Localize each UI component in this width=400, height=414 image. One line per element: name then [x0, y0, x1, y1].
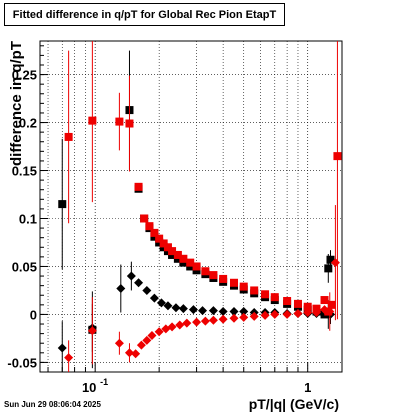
chart-title: Fitted difference in q/pT for Global Rec…: [4, 3, 285, 26]
data-point-square: [320, 296, 329, 305]
data-point-diamond: [239, 307, 249, 317]
data-point-diamond: [208, 306, 218, 316]
data-point-square: [239, 282, 248, 291]
data-point-square: [303, 302, 312, 311]
data-point-diamond: [175, 320, 185, 330]
data-point-diamond: [171, 303, 181, 313]
y-axis-label: difference in q/pT: [8, 41, 25, 166]
data-point-square: [261, 290, 270, 299]
data-point-diamond: [167, 322, 177, 332]
data-point-square: [125, 119, 134, 128]
data-point-square: [159, 239, 168, 248]
y-tick-label: 0.25: [12, 68, 37, 83]
data-point-square: [209, 271, 218, 280]
data-point-square: [88, 116, 97, 125]
data-point-square: [219, 274, 228, 283]
y-tick-label: 0.05: [12, 259, 37, 274]
x-tick-label: 1: [304, 380, 311, 395]
data-point-diamond: [178, 304, 188, 314]
data-point-square: [324, 264, 333, 273]
data-point-square: [270, 293, 279, 302]
data-point-diamond: [134, 278, 144, 288]
y-tick-label: -0.05: [7, 355, 37, 370]
data-point-diamond: [293, 308, 303, 318]
y-tick-label: 0.1: [19, 211, 37, 226]
data-point-diamond: [270, 309, 280, 319]
data-point-diamond: [260, 310, 270, 320]
data-point-diamond: [116, 284, 126, 294]
plot-frame: [39, 40, 343, 373]
data-point-square: [64, 132, 73, 141]
data-point-diamond: [303, 308, 313, 318]
data-point-square: [150, 228, 159, 237]
data-point-square: [134, 182, 143, 191]
data-point-diamond: [249, 311, 259, 321]
data-point-diamond: [182, 318, 192, 328]
data-point-square: [179, 254, 188, 263]
data-point-diamond: [156, 298, 166, 308]
data-point-diamond: [229, 307, 239, 317]
y-tick-label: 0.2: [19, 116, 37, 131]
data-point-square: [163, 243, 172, 252]
data-point-square: [326, 255, 335, 264]
x-axis-label: pT/|q| (GeV/c): [249, 396, 339, 412]
x-tick-label: 10: [82, 380, 96, 395]
data-point-square: [58, 200, 67, 209]
data-point-square: [230, 278, 239, 287]
data-point-square: [186, 258, 195, 267]
data-point-diamond: [149, 293, 159, 303]
data-point-square: [333, 152, 342, 161]
data-point-square: [140, 214, 149, 223]
grid-lines: [40, 41, 342, 372]
data-point-square: [293, 299, 302, 308]
data-point-square: [192, 262, 201, 271]
data-point-diamond: [330, 258, 340, 268]
data-marks: [57, 41, 342, 372]
data-point-diamond: [163, 301, 173, 311]
data-point-square: [283, 297, 292, 306]
data-point-diamond: [142, 335, 152, 345]
data-point-diamond: [282, 309, 292, 319]
data-point-diamond: [87, 326, 97, 336]
data-point-diamond: [57, 343, 67, 353]
data-point-diamond: [124, 348, 134, 358]
data-point-square: [155, 234, 164, 243]
data-point-square: [250, 286, 259, 295]
data-point-diamond: [142, 285, 152, 295]
data-point-diamond: [131, 349, 141, 359]
data-point-diamond: [208, 315, 218, 325]
data-point-diamond: [200, 316, 210, 326]
data-point-diamond: [229, 313, 239, 323]
data-point-square: [115, 117, 124, 126]
data-point-diamond: [218, 307, 228, 317]
data-point-square: [201, 267, 210, 276]
y-tick-label: 0.15: [12, 164, 37, 179]
data-point-diamond: [64, 353, 74, 363]
data-point-diamond: [114, 338, 124, 348]
data-point-diamond: [154, 327, 164, 337]
data-point-diamond: [192, 317, 202, 327]
data-point-diamond: [312, 308, 322, 318]
data-point-diamond: [325, 307, 335, 317]
timestamp-footer: Sun Jun 29 08:06:04 2025: [4, 400, 101, 409]
data-point-square: [173, 250, 182, 259]
data-point-diamond: [136, 340, 146, 350]
data-point-diamond: [147, 331, 157, 341]
data-point-diamond: [218, 314, 228, 324]
data-point-square: [168, 247, 177, 256]
data-point-diamond: [239, 312, 249, 322]
x-tick-label-exponent: -1: [100, 377, 108, 387]
data-point-square: [145, 222, 154, 231]
data-point-diamond: [126, 271, 136, 281]
y-tick-label: 0: [30, 307, 37, 322]
data-point-diamond: [188, 305, 198, 315]
data-point-diamond: [198, 306, 208, 316]
axes: -0.05 0 0.05 0.1 0.15 0.2 0.25 10 -1 1: [7, 45, 311, 395]
data-point-square: [327, 300, 336, 309]
